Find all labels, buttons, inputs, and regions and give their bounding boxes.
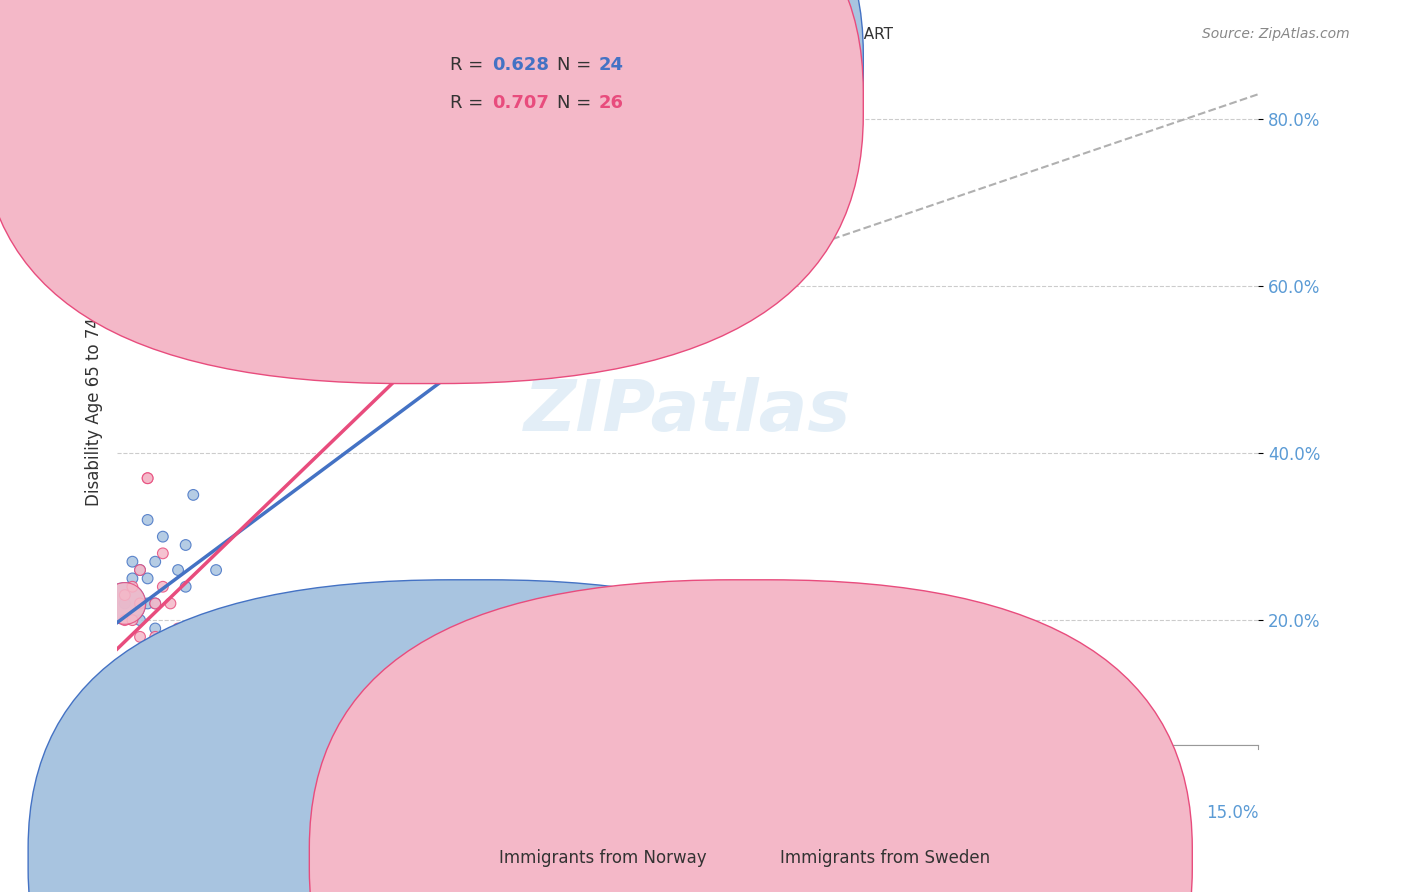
Point	[159, 680, 181, 694]
Text: 24: 24	[599, 56, 624, 74]
Point	[129, 563, 152, 577]
Point	[114, 597, 136, 611]
Point	[181, 680, 204, 694]
Point	[205, 663, 228, 677]
Text: R =: R =	[450, 56, 489, 74]
Point	[152, 530, 174, 544]
Point	[114, 588, 136, 602]
Point	[174, 580, 197, 594]
Text: Source: ZipAtlas.com: Source: ZipAtlas.com	[1202, 27, 1350, 41]
Text: 15.0%: 15.0%	[1206, 804, 1258, 822]
Point	[167, 622, 190, 636]
Point	[114, 597, 136, 611]
Point	[174, 647, 197, 661]
Point	[524, 254, 547, 268]
Point	[143, 655, 166, 669]
Point	[143, 597, 166, 611]
Point	[143, 555, 166, 569]
Point	[136, 597, 159, 611]
Text: 0.628: 0.628	[492, 56, 550, 74]
Point	[181, 488, 204, 502]
Point	[509, 362, 531, 376]
Text: R =: R =	[450, 94, 489, 112]
Point	[114, 597, 136, 611]
Text: N =: N =	[557, 56, 596, 74]
Point	[159, 597, 181, 611]
Point	[129, 630, 152, 644]
Point	[205, 563, 228, 577]
Point	[174, 538, 197, 552]
Point	[456, 178, 478, 193]
Point	[129, 613, 152, 627]
Point	[174, 638, 197, 652]
Point	[152, 580, 174, 594]
Text: Immigrants from Sweden: Immigrants from Sweden	[780, 849, 990, 867]
Y-axis label: Disability Age 65 to 74: Disability Age 65 to 74	[86, 317, 103, 506]
Text: 0.707: 0.707	[492, 94, 548, 112]
Point	[136, 471, 159, 485]
Point	[136, 571, 159, 585]
Point	[205, 680, 228, 694]
Text: IMMIGRANTS FROM NORWAY VS IMMIGRANTS FROM SWEDEN DISABILITY AGE 65 TO 74 CORRELA: IMMIGRANTS FROM NORWAY VS IMMIGRANTS FRO…	[56, 27, 893, 42]
Point	[152, 630, 174, 644]
Text: Immigrants from Norway: Immigrants from Norway	[499, 849, 707, 867]
Text: 0.0%: 0.0%	[117, 804, 159, 822]
Text: N =: N =	[557, 94, 596, 112]
Point	[159, 638, 181, 652]
Point	[136, 471, 159, 485]
Point	[159, 655, 181, 669]
Text: ZIPatlas: ZIPatlas	[524, 377, 852, 446]
Point	[121, 555, 143, 569]
Point	[121, 613, 143, 627]
Point	[114, 613, 136, 627]
Point	[152, 546, 174, 560]
Point	[129, 597, 152, 611]
Point	[136, 513, 159, 527]
Point	[121, 580, 143, 594]
Point	[578, 204, 600, 219]
Point	[129, 563, 152, 577]
Point	[181, 663, 204, 677]
Point	[143, 630, 166, 644]
Point	[167, 563, 190, 577]
Point	[143, 597, 166, 611]
Point	[159, 655, 181, 669]
Text: 26: 26	[599, 94, 624, 112]
Point	[121, 571, 143, 585]
Point	[143, 622, 166, 636]
